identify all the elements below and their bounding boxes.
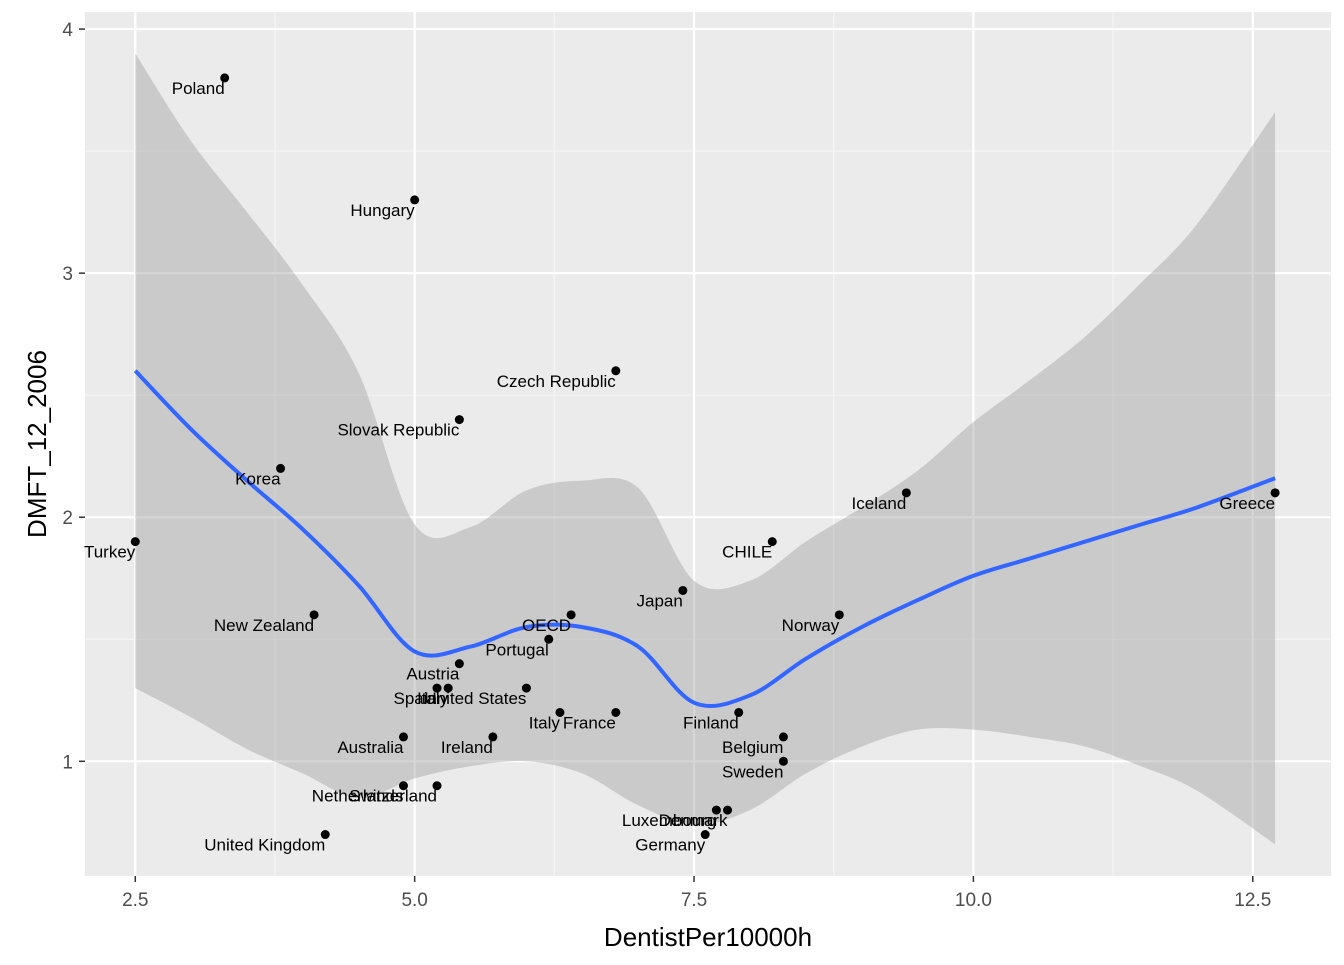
data-point — [778, 732, 788, 742]
data-point — [410, 195, 420, 205]
x-tick-label: 10.0 — [955, 890, 992, 911]
smooth-line-layer — [133, 369, 1276, 709]
point-label: Hungary — [350, 201, 415, 220]
point-label: Japan — [637, 591, 683, 610]
confidence-band-layer — [135, 53, 1276, 845]
data-point — [454, 415, 464, 425]
point-label: France — [563, 713, 616, 732]
y-tick-label: 3 — [62, 264, 73, 285]
plot-panel — [85, 12, 1331, 876]
point-label: OECD — [522, 616, 571, 635]
x-axis-title: DentistPer10000h — [604, 922, 812, 952]
point-label: Italy — [417, 689, 449, 708]
point-label: Norway — [782, 616, 840, 635]
point-label: Czech Republic — [497, 372, 617, 391]
point-label: Italy — [529, 713, 561, 732]
point-label: Spain — [394, 689, 437, 708]
y-axis-title: DMFT_12_2006 — [22, 350, 52, 538]
data-point — [521, 683, 531, 693]
data-point — [454, 659, 464, 669]
data-point — [700, 830, 710, 840]
data-point — [398, 781, 408, 791]
data-point — [398, 732, 408, 742]
data-point — [723, 805, 733, 815]
point-label: CHILE — [722, 543, 772, 562]
point-label: Slovak Republic — [337, 421, 459, 440]
data-point — [432, 781, 442, 791]
grid-major — [85, 12, 1331, 876]
grid-minor — [85, 12, 1331, 876]
data-point — [555, 707, 565, 717]
x-tick-label: 12.5 — [1234, 890, 1271, 911]
point-label: Luxembourg — [622, 811, 717, 830]
data-point — [544, 634, 554, 644]
point-label: Belgium — [722, 738, 783, 757]
point-label: Australia — [337, 738, 404, 757]
point-label: Finland — [683, 713, 739, 732]
point-label: Poland — [172, 79, 225, 98]
confidence-band — [135, 53, 1276, 845]
data-point — [734, 707, 744, 717]
point-label: Greece — [1219, 494, 1275, 513]
data-point — [220, 73, 230, 83]
data-point — [276, 463, 286, 473]
point-label: United Kingdom — [204, 836, 325, 855]
data-point — [309, 610, 319, 620]
data-point — [1270, 488, 1280, 498]
x-axis: 2.5 5.0 7.5 10.0 12.5 — [122, 876, 1271, 911]
data-point — [611, 707, 621, 717]
point-label: Austria — [406, 665, 459, 684]
point-label: United States — [424, 689, 526, 708]
y-tick-label: 4 — [62, 20, 73, 41]
point-label: New Zealand — [214, 616, 314, 635]
data-point — [611, 366, 621, 376]
point-label: Korea — [235, 469, 281, 488]
point-label: Iceland — [852, 494, 907, 513]
x-tick-label: 5.0 — [401, 890, 427, 911]
data-point — [711, 805, 721, 815]
point-label: Denmark — [659, 811, 728, 830]
data-point — [778, 756, 788, 766]
data-point — [834, 610, 844, 620]
smooth-line — [133, 369, 1276, 709]
data-point — [678, 585, 688, 595]
y-axis: 1 2 3 4 — [62, 20, 85, 773]
data-point — [901, 488, 911, 498]
y-tick-label: 1 — [62, 752, 73, 773]
point-label: Portugal — [485, 640, 548, 659]
point-label: Sweden — [722, 762, 783, 781]
data-point — [130, 537, 140, 547]
data-point — [488, 732, 498, 742]
point-label: Germany — [635, 836, 705, 855]
data-point — [566, 610, 576, 620]
point-label: Turkey — [84, 543, 136, 562]
data-point — [767, 537, 777, 547]
y-tick-label: 2 — [62, 508, 73, 529]
point-layer — [130, 73, 1280, 840]
point-label: Ireland — [441, 738, 493, 757]
point-label-layer: Poland Hungary Czech Republic Slovak Republ… — [84, 79, 1275, 855]
x-tick-label: 2.5 — [122, 890, 148, 911]
x-tick-label: 7.5 — [681, 890, 707, 911]
point-label: Netherlands — [312, 787, 404, 806]
data-point — [443, 683, 453, 693]
data-point — [432, 683, 442, 693]
data-point — [320, 830, 330, 840]
point-label: Switzerland — [349, 787, 437, 806]
